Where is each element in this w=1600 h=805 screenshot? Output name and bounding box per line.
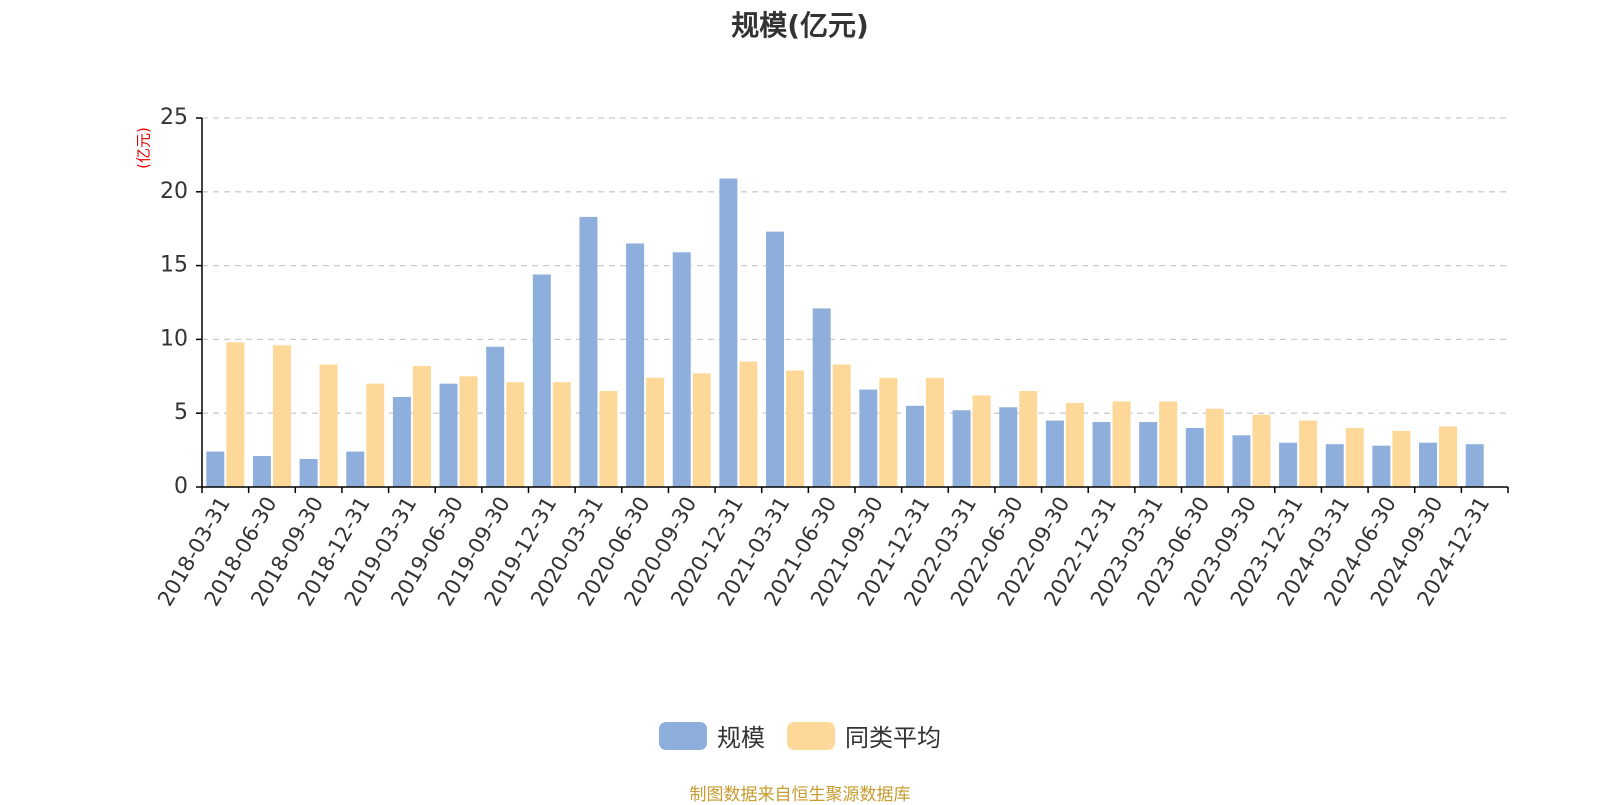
bar-peer-average[interactable] (1252, 414, 1271, 487)
y-tick-labels: 0 5 10 15 20 25 (160, 105, 188, 499)
bars (206, 178, 1484, 488)
bar-peer-average[interactable] (1065, 402, 1084, 487)
bar-scale[interactable] (1372, 445, 1391, 487)
bar-scale[interactable] (439, 383, 458, 487)
bar-scale[interactable] (532, 274, 551, 487)
bar-peer-average[interactable] (1439, 426, 1458, 487)
bar-peer-average[interactable] (272, 345, 291, 487)
bar-peer-average[interactable] (412, 365, 431, 487)
y-tick-label: 20 (160, 179, 188, 204)
bar-peer-average[interactable] (1019, 391, 1038, 487)
y-tick-label: 15 (160, 253, 188, 278)
bar-scale[interactable] (486, 346, 505, 487)
y-axis-unit: (亿元) (135, 127, 153, 169)
bar-peer-average[interactable] (1392, 430, 1411, 487)
bar-scale[interactable] (579, 216, 598, 487)
chart-title: 规模(亿元) (731, 9, 869, 42)
bar-scale[interactable] (1139, 422, 1158, 487)
bar-peer-average[interactable] (1112, 401, 1131, 487)
bar-scale[interactable] (766, 231, 785, 487)
bar-peer-average[interactable] (879, 377, 898, 487)
x-tick-labels: 2018-03-312018-06-302018-09-302018-12-31… (153, 492, 1494, 610)
bar-scale[interactable] (206, 451, 225, 487)
bar-scale[interactable] (952, 410, 971, 487)
bar-peer-average[interactable] (1345, 427, 1364, 487)
bar-scale[interactable] (252, 456, 271, 487)
bar-scale[interactable] (1279, 442, 1298, 487)
y-tick-label: 0 (174, 474, 188, 499)
bar-scale[interactable] (626, 243, 645, 487)
legend-item-peer-average[interactable]: 同类平均 (787, 718, 941, 753)
legend-label-scale: 规模 (717, 724, 765, 752)
legend-item-scale[interactable]: 规模 (659, 718, 765, 753)
bar-scale[interactable] (1185, 427, 1204, 487)
bar-scale[interactable] (1325, 444, 1344, 487)
legend-swatch-peer-average (787, 721, 835, 750)
bar-peer-average[interactable] (1205, 408, 1224, 487)
bar-scale[interactable] (1419, 442, 1438, 487)
bar-peer-average[interactable] (786, 370, 805, 487)
bar-scale[interactable] (1092, 422, 1111, 487)
bar-scale[interactable] (346, 451, 365, 487)
bar-scale[interactable] (1232, 435, 1251, 487)
bar-peer-average[interactable] (646, 377, 665, 487)
bar-peer-average[interactable] (366, 383, 385, 487)
bar-peer-average[interactable] (692, 373, 711, 487)
bar-peer-average[interactable] (832, 364, 851, 487)
bar-peer-average[interactable] (319, 364, 338, 487)
bar-scale[interactable] (672, 252, 691, 487)
axes (196, 117, 1509, 493)
grid-lines (202, 117, 1508, 414)
bar-peer-average[interactable] (552, 382, 571, 487)
bar-scale[interactable] (1045, 420, 1064, 487)
bar-peer-average[interactable] (739, 361, 758, 487)
bar-scale[interactable] (812, 308, 831, 487)
bar-peer-average[interactable] (972, 395, 991, 487)
source-note: 制图数据来自恒生聚源数据库 (689, 785, 911, 805)
legend: 规模 同类平均 (0, 718, 1600, 753)
legend-label-peer-average: 同类平均 (845, 724, 941, 752)
bar-scale[interactable] (392, 396, 411, 487)
bar-scale[interactable] (1465, 444, 1484, 487)
bar-scale[interactable] (859, 389, 878, 487)
y-tick-label: 25 (160, 105, 188, 130)
y-axis-unit-text: (亿元) (135, 127, 153, 169)
bar-peer-average[interactable] (599, 391, 618, 487)
bar-scale[interactable] (905, 405, 924, 487)
bar-scale[interactable] (299, 458, 318, 487)
bar-scale[interactable] (999, 407, 1018, 487)
y-tick-label: 5 (174, 400, 188, 425)
bar-peer-average[interactable] (1159, 401, 1178, 487)
bar-peer-average[interactable] (226, 342, 245, 487)
bar-scale[interactable] (719, 178, 738, 488)
bar-peer-average[interactable] (506, 382, 525, 487)
y-tick-label: 10 (160, 326, 188, 351)
legend-swatch-scale (659, 721, 707, 750)
bar-peer-average[interactable] (925, 377, 944, 487)
bar-peer-average[interactable] (459, 376, 478, 487)
bar-peer-average[interactable] (1299, 420, 1318, 487)
